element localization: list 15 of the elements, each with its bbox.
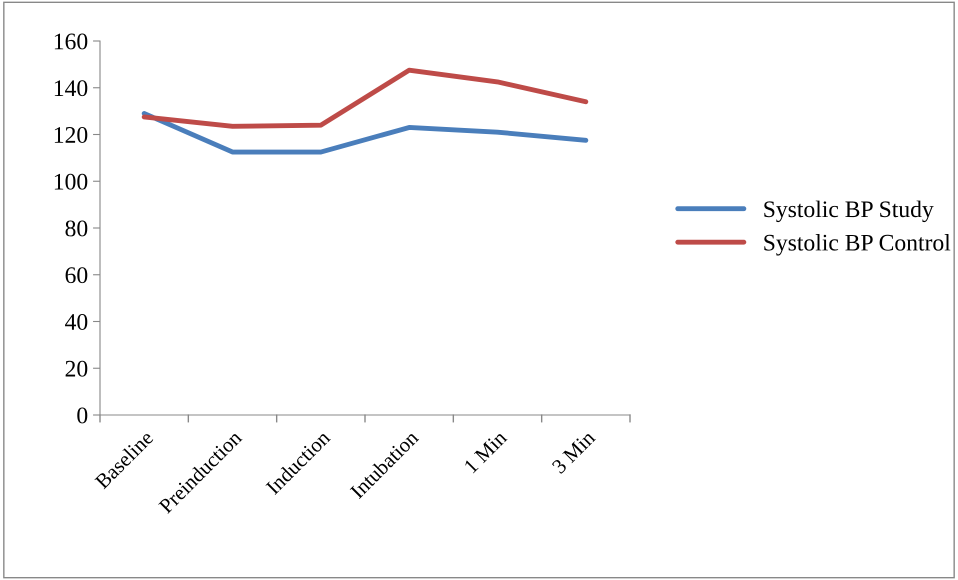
x-tick-label: 3 Min xyxy=(551,430,596,474)
y-tick-label: 0 xyxy=(77,407,88,424)
y-tick-label: 160 xyxy=(54,33,88,50)
y-tick-label: 100 xyxy=(54,174,88,190)
legend-label: Systolic BP Control xyxy=(764,234,950,256)
legend-label: Systolic BP Study xyxy=(764,200,934,222)
y-tick-label: 80 xyxy=(65,220,88,236)
line-series xyxy=(142,111,588,154)
y-tick-label: 20 xyxy=(66,360,88,377)
x-tick-label: 1 Min xyxy=(464,430,508,474)
y-tick-label: 60 xyxy=(66,267,88,284)
y-tick-label: 40 xyxy=(65,314,88,330)
y-tick-label: 140 xyxy=(54,80,88,96)
y-tick-label: 120 xyxy=(54,126,88,143)
line-series xyxy=(142,68,588,129)
